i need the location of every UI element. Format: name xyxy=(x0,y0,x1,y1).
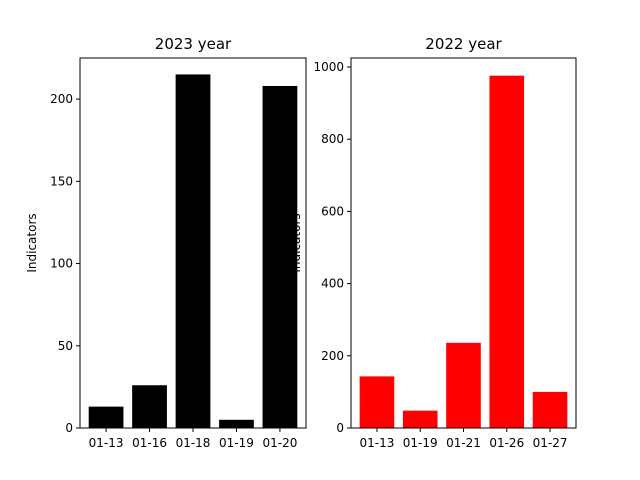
y-tick-label: 600 xyxy=(321,204,344,218)
y-axis-label: Indicators xyxy=(25,213,39,272)
bar-01-19 xyxy=(219,419,254,428)
x-tick-label: 01-19 xyxy=(403,436,438,450)
y-tick-label: 400 xyxy=(321,277,344,291)
y-axis-label: Indicators xyxy=(289,213,303,272)
bar-01-18 xyxy=(175,74,211,428)
x-tick-label: 01-13 xyxy=(89,436,124,450)
bar-01-13 xyxy=(88,406,124,428)
bar-01-26 xyxy=(489,75,525,428)
chart-title: 2022 year xyxy=(425,35,502,53)
bar-01-16 xyxy=(132,385,167,428)
x-tick-label: 01-13 xyxy=(360,436,395,450)
y-tick-label: 0 xyxy=(65,421,73,435)
y-tick-label: 100 xyxy=(50,257,73,271)
y-tick-label: 50 xyxy=(58,339,73,353)
bar-01-27 xyxy=(532,391,568,428)
x-tick-label: 01-16 xyxy=(132,436,167,450)
y-tick-label: 0 xyxy=(336,421,344,435)
bar-01-21 xyxy=(446,342,481,428)
x-tick-label: 01-26 xyxy=(489,436,524,450)
x-tick-label: 01-18 xyxy=(176,436,211,450)
chart-title: 2023 year xyxy=(155,35,232,53)
y-tick-label: 200 xyxy=(321,349,344,363)
x-tick-label: 01-27 xyxy=(533,436,568,450)
x-tick-label: 01-19 xyxy=(219,436,254,450)
y-tick-label: 200 xyxy=(50,92,73,106)
x-tick-label: 01-21 xyxy=(446,436,481,450)
chart-2022: 01-13 01-19 01-21 01-26 01-27 0 200 400 600 800 10… xyxy=(289,35,577,450)
x-tick-label: 01-20 xyxy=(262,436,297,450)
y-tick-label: 1000 xyxy=(313,60,344,74)
y-tick-label: 150 xyxy=(50,174,73,188)
bar-01-13 xyxy=(359,376,395,428)
y-tick-label: 800 xyxy=(321,132,344,146)
bar-01-19 xyxy=(402,410,438,428)
bar-01-20 xyxy=(262,85,298,429)
chart-2023: 01-13 01-16 01-18 01-19 01-20 0 50 100 150 200 202… xyxy=(25,35,307,450)
